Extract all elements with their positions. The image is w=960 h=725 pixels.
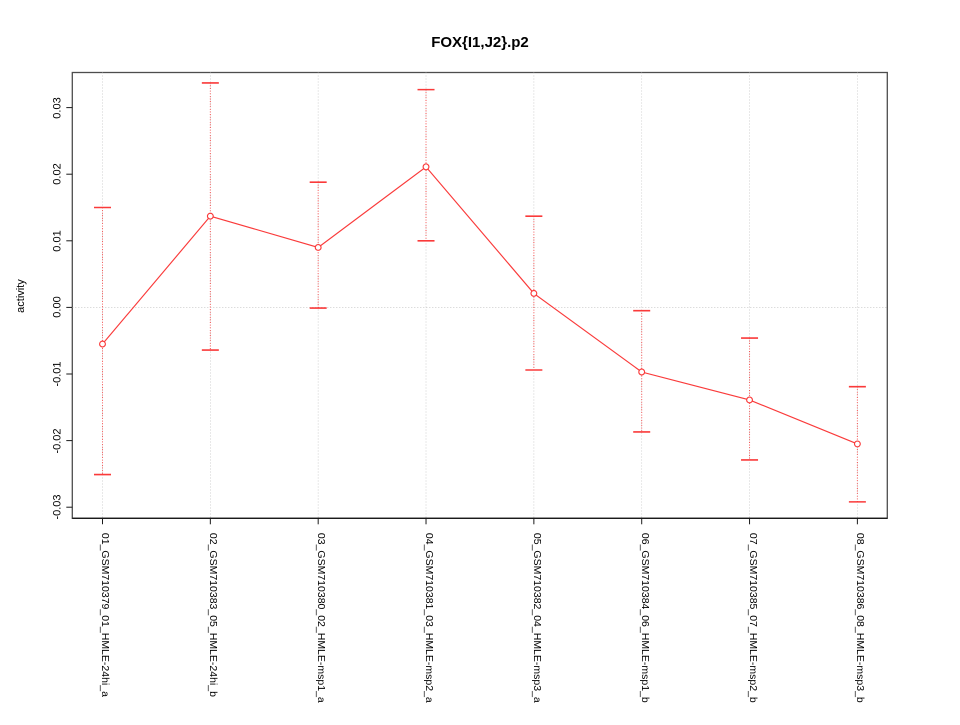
svg-text:activity: activity <box>15 279 27 313</box>
svg-text:0.03: 0.03 <box>51 97 63 118</box>
svg-text:02_GSM710383_05_HMLE-24hi_b: 02_GSM710383_05_HMLE-24hi_b <box>207 533 219 697</box>
svg-text:0.02: 0.02 <box>51 163 63 184</box>
svg-text:-0.01: -0.01 <box>51 361 63 386</box>
svg-text:07_GSM710385_07_HMLE-msp2_b: 07_GSM710385_07_HMLE-msp2_b <box>747 533 759 703</box>
svg-text:08_GSM710386_08_HMLE-msp3_b: 08_GSM710386_08_HMLE-msp3_b <box>854 533 866 703</box>
svg-text:0.00: 0.00 <box>51 296 63 317</box>
svg-text:0.01: 0.01 <box>51 230 63 251</box>
svg-text:-0.02: -0.02 <box>51 428 63 453</box>
svg-text:03_GSM710380_02_HMLE-msp1_a: 03_GSM710380_02_HMLE-msp1_a <box>315 533 327 703</box>
svg-text:06_GSM710384_06_HMLE-msp1_b: 06_GSM710384_06_HMLE-msp1_b <box>639 533 651 703</box>
svg-text:04_GSM710381_03_HMLE-msp2_a: 04_GSM710381_03_HMLE-msp2_a <box>423 533 435 703</box>
svg-text:FOX{I1,J2}.p2: FOX{I1,J2}.p2 <box>431 34 529 51</box>
svg-text:-0.03: -0.03 <box>51 494 63 519</box>
svg-text:05_GSM710382_04_HMLE-msp3_a: 05_GSM710382_04_HMLE-msp3_a <box>531 533 543 703</box>
svg-text:01_GSM710379_01_HMLE-24hi_a: 01_GSM710379_01_HMLE-24hi_a <box>99 533 111 697</box>
